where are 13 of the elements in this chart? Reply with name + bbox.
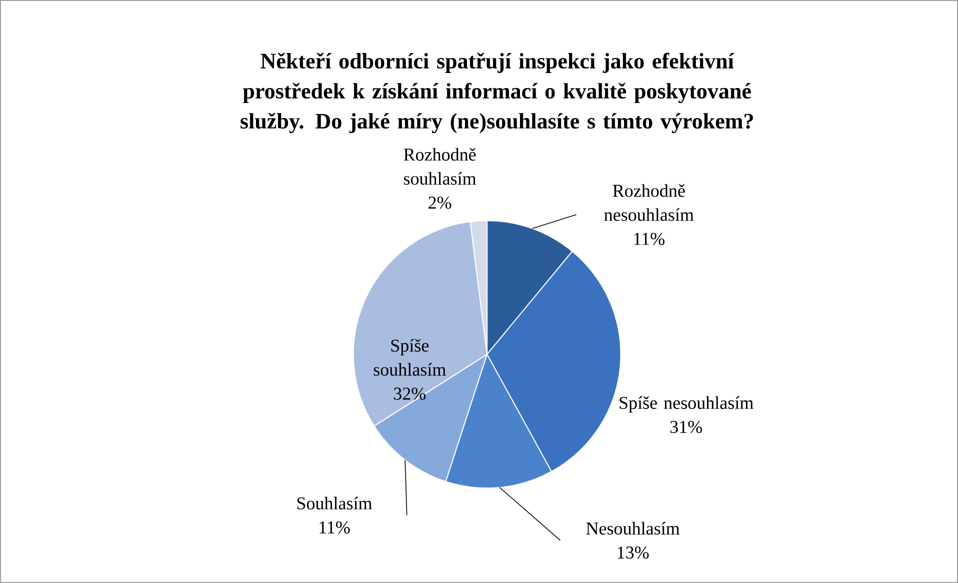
slice-label: Nesouhlasím	[586, 522, 680, 535]
data-label: 11%	[634, 232, 664, 246]
slice-label: Spíše souhlasím	[374, 338, 446, 376]
data-label: 31%	[670, 420, 702, 434]
chart-title: Někteří odborníci spatřují inspekci jako efektivní prostředek k získání informací o kvalitě poskytované služby. Do jaké míry (ne)souhlasíte s tímto výrokem?	[240, 52, 753, 134]
slice-label: Rozhodně souhlasím	[404, 148, 476, 185]
slice-label: Souhlasím	[297, 496, 372, 510]
slice-label: Rozhodně nesouhlasím	[604, 184, 694, 221]
slice-label: Spíše nesouhlasím	[620, 396, 754, 413]
data-label: 32%	[394, 388, 426, 400]
data-label: 13%	[618, 546, 649, 559]
data-label: 2%	[428, 196, 452, 209]
data-label: 11%	[320, 521, 350, 534]
